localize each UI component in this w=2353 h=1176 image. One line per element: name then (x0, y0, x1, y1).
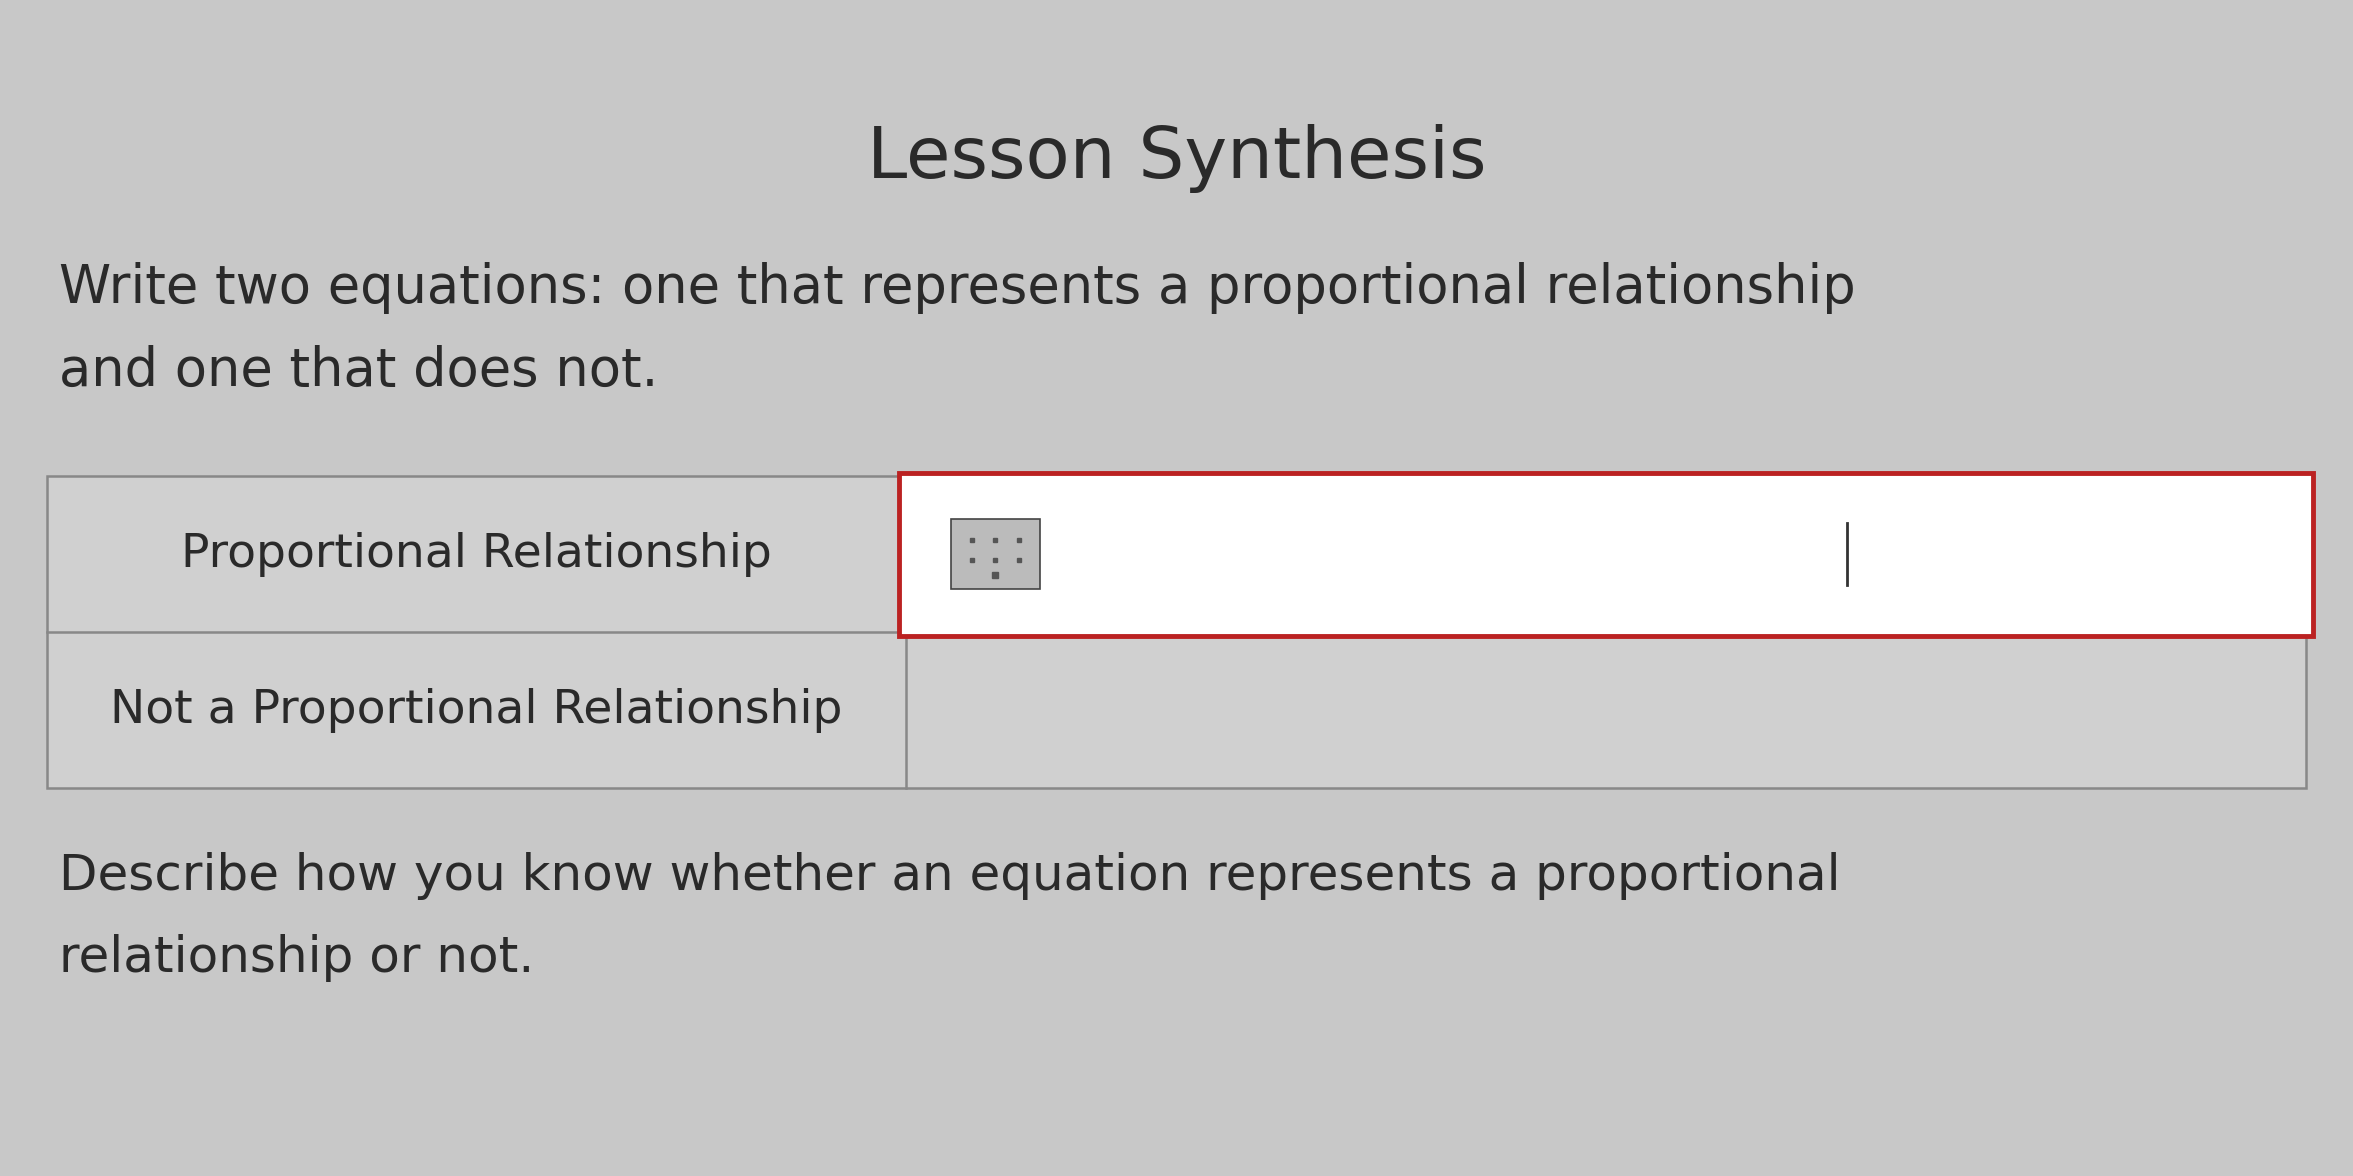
FancyBboxPatch shape (899, 473, 2313, 635)
FancyBboxPatch shape (951, 520, 1040, 589)
Text: and one that does not.: and one that does not. (59, 345, 659, 396)
Text: Describe how you know whether an equation represents a proportional: Describe how you know whether an equatio… (59, 853, 1840, 900)
Text: Write two equations: one that represents a proportional relationship: Write two equations: one that represents… (59, 262, 1857, 314)
Text: Proportional Relationship: Proportional Relationship (181, 532, 772, 576)
FancyBboxPatch shape (47, 476, 2306, 788)
Text: Not a Proportional Relationship: Not a Proportional Relationship (111, 688, 842, 733)
Text: relationship or not.: relationship or not. (59, 935, 534, 982)
Text: Lesson Synthesis: Lesson Synthesis (866, 125, 1487, 193)
